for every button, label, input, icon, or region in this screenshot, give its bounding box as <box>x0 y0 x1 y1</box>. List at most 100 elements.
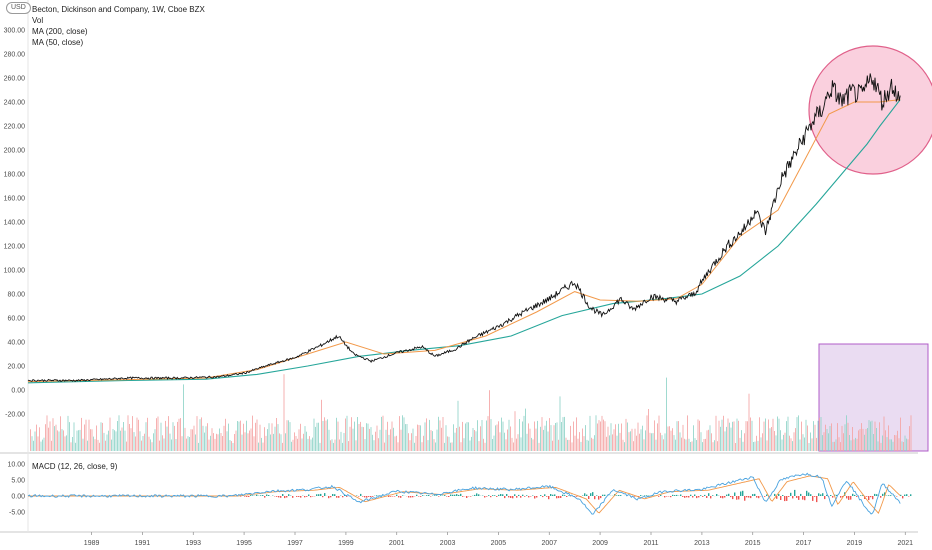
volume-bar <box>297 438 298 451</box>
volume-bar <box>39 427 40 451</box>
volume-bar <box>430 430 432 451</box>
volume-bar <box>592 438 594 451</box>
legend-ma200[interactable]: MA (200, close) <box>32 27 88 36</box>
macd-hist-bar <box>284 496 286 499</box>
highlight-circle[interactable] <box>808 45 932 175</box>
macd-hist-bar <box>750 496 752 499</box>
volume-bar <box>799 439 801 451</box>
legend-ma50[interactable]: MA (50, close) <box>32 38 84 47</box>
volume-bar <box>201 417 202 451</box>
volume-bar <box>73 422 75 451</box>
macd-hist-bar <box>426 495 428 496</box>
volume-bar <box>490 419 492 451</box>
volume-bar <box>414 442 415 451</box>
macd-hist-bar <box>752 494 754 496</box>
macd-hist-bar <box>900 494 902 496</box>
macd-hist-bar <box>822 493 824 496</box>
macd-hist-bar <box>518 494 520 496</box>
volume-bar <box>49 421 51 451</box>
volume-bar <box>739 437 741 451</box>
volume-bar <box>166 426 168 451</box>
macd-hist-bar <box>814 496 816 497</box>
volume-bar <box>792 441 793 451</box>
ma50-line[interactable] <box>27 99 901 383</box>
volume-bar <box>811 438 813 451</box>
volume-bar <box>886 437 888 451</box>
volume-bar <box>676 421 678 451</box>
volume-bar <box>900 417 901 451</box>
time-tick-label: 1991 <box>135 540 151 547</box>
volume-bar <box>366 423 367 451</box>
price-line[interactable] <box>27 73 901 383</box>
macd-hist-bar <box>836 494 838 496</box>
volume-bar <box>754 441 756 451</box>
volume-bar <box>775 435 777 451</box>
macd-hist-bar <box>832 496 834 498</box>
volume-bar <box>376 425 378 451</box>
volume-bar <box>757 440 759 451</box>
macd-hist-bar <box>868 496 870 501</box>
time-tick-label: 2009 <box>592 540 608 547</box>
volume-bar <box>846 415 847 451</box>
macd-hist-bar <box>476 493 478 496</box>
volume-bar <box>30 429 31 451</box>
volume-bar <box>373 440 375 451</box>
macd-hist-bar <box>248 496 250 497</box>
macd-hist-bar <box>866 496 868 497</box>
macd-hist-bar <box>514 494 516 496</box>
volume-bar <box>721 419 723 451</box>
ma200-line[interactable] <box>27 99 901 384</box>
volume-bar <box>88 419 90 451</box>
currency-badge[interactable]: USD <box>6 2 31 14</box>
macd-legend[interactable]: MACD (12, 26, close, 9) <box>32 462 118 471</box>
volume-bar <box>45 424 46 451</box>
volume-bar <box>552 440 553 451</box>
macd-hist-bar <box>428 495 430 496</box>
macd-hist-bar <box>798 496 800 500</box>
volume-bar <box>543 429 544 451</box>
volume-bar <box>904 435 906 451</box>
time-tick-label: 1999 <box>338 540 354 547</box>
volume-bar <box>180 418 181 451</box>
volume-bar <box>907 439 909 451</box>
volume-bar <box>75 442 76 451</box>
macd-hist-bar <box>276 496 278 497</box>
volume-bar <box>853 439 855 451</box>
volume-bar <box>138 419 139 451</box>
macd-hist-bar <box>802 496 804 500</box>
volume-bar <box>94 439 96 451</box>
macd-hist-bar <box>708 493 710 496</box>
volume-bar <box>85 419 87 451</box>
volume-bar <box>370 427 372 451</box>
price-tick-label: 100.00 <box>4 268 26 275</box>
macd-hist-bar <box>784 496 786 502</box>
macd-hist-bar <box>592 492 594 496</box>
macd-hist-bar <box>434 495 436 496</box>
legend-vol[interactable]: Vol <box>32 16 44 25</box>
macd-hist-bar <box>398 496 400 498</box>
volume-bar <box>241 434 243 451</box>
price-tick-label: 200.00 <box>4 148 26 155</box>
volume-bar <box>447 436 448 451</box>
macd-hist-bar <box>764 496 766 497</box>
macd-hist-bar <box>440 495 442 496</box>
macd-signal-line[interactable] <box>28 475 901 514</box>
macd-line[interactable] <box>27 472 901 515</box>
macd-hist-bar <box>338 496 340 498</box>
volume-bar <box>897 430 898 451</box>
volume-bar <box>259 424 261 451</box>
volume-bar <box>840 442 841 451</box>
volume-bar <box>144 433 145 451</box>
macd-hist-bar <box>672 494 674 496</box>
volume-bar <box>313 418 315 451</box>
volume-bar <box>57 430 58 451</box>
macd-hist-bar <box>748 496 750 498</box>
volume-bar <box>874 421 876 451</box>
volume-bar <box>210 435 211 451</box>
volume-bar <box>265 435 267 451</box>
macd-hist-bar <box>320 493 322 496</box>
volume-bar <box>192 429 193 451</box>
volume-bar <box>661 435 663 451</box>
macd-hist-bar <box>594 496 596 500</box>
